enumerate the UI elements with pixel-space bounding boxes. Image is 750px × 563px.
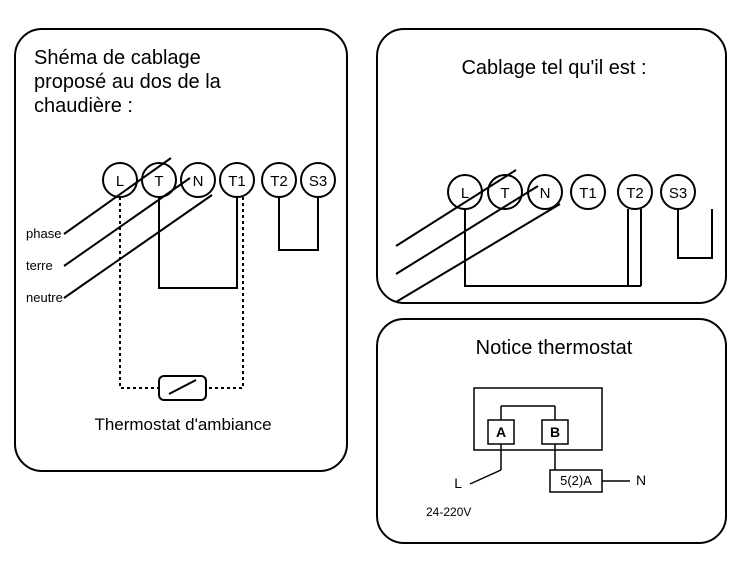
p2-terminal-N-label: N [540, 185, 551, 202]
p2-terminal-T-label: T [500, 185, 509, 202]
panel1-title-line2: proposé au dos de la [34, 71, 222, 93]
wire-neutre [64, 195, 212, 298]
panel1-title-line3: chaudière : [34, 95, 133, 117]
panel1-terminals: L T N T1 T2 S3 [103, 163, 335, 197]
panel-actual-wiring: Cablage tel qu'il est : L T N T1 T2 S3 [376, 28, 727, 304]
panel1-svg: Shéma de cablage proposé au dos de la ch… [16, 30, 350, 474]
p2-wire3 [396, 204, 560, 302]
terminal-T-label: T [154, 173, 163, 190]
panel-proposed-wiring: Shéma de cablage proposé au dos de la ch… [14, 28, 348, 472]
p3-rating-label: 5(2)A [560, 473, 592, 488]
panel2-terminals: L T N T1 T2 S3 [448, 175, 695, 209]
p3-voltage: 24-220V [426, 505, 471, 519]
dashed-L-thermostat [120, 197, 159, 388]
panel3-title: Notice thermostat [476, 337, 633, 359]
p3-L-diag [470, 470, 501, 484]
terminal-T1-label: T1 [228, 173, 246, 190]
p2-terminal-S3-label: S3 [669, 185, 687, 202]
p3-box-B-label: B [550, 424, 560, 440]
jumper-T2-S3 [279, 197, 318, 250]
p3-L-label: L [454, 475, 462, 491]
panel-thermostat-notice: Notice thermostat A B L 5(2)A N 24-220V [376, 318, 727, 544]
terminal-N-label: N [193, 173, 204, 190]
p2-terminal-T1-label: T1 [579, 185, 597, 202]
terminal-T2-label: T2 [270, 173, 288, 190]
panel2-svg: Cablage tel qu'il est : L T N T1 T2 S3 [378, 30, 729, 306]
panel1-title-line1: Shéma de cablage [34, 47, 201, 69]
label-terre: terre [26, 258, 53, 273]
p2-terminal-T2-label: T2 [626, 185, 644, 202]
p3-box-A-label: A [496, 424, 506, 440]
p2-jumper-L-T2 [465, 209, 628, 286]
label-phase: phase [26, 226, 61, 241]
panel1-caption: Thermostat d'ambiance [94, 415, 271, 434]
panel3-svg: Notice thermostat A B L 5(2)A N 24-220V [378, 320, 729, 546]
p2-jumper-S3 [678, 209, 712, 258]
label-neutre: neutre [26, 290, 63, 305]
terminal-S3-label: S3 [309, 173, 327, 190]
jumper-T-T1 [159, 197, 237, 288]
panel2-title: Cablage tel qu'il est : [461, 57, 646, 79]
p3-N-label: N [636, 472, 646, 488]
terminal-L-label: L [116, 173, 124, 190]
